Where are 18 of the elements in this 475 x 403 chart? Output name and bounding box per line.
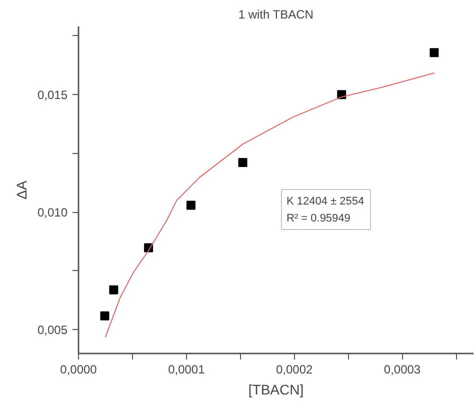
x-tick-label: 0,0000	[60, 362, 98, 376]
x-tick-label: 0,0003	[384, 362, 421, 376]
point	[238, 158, 248, 168]
annotation: R² = 0.95949	[286, 212, 350, 224]
y-axis-title: ΔA	[13, 180, 30, 200]
x-axis-title: [TBACN]	[248, 382, 304, 398]
point	[109, 285, 118, 294]
x-tick-label: 0,0001	[168, 362, 206, 376]
annotation: K 12404 ± 2554	[286, 196, 364, 208]
y-tick-label: 0,010	[37, 206, 68, 220]
y-tick-label: 0,015	[37, 88, 68, 102]
x-tick-label: 0,0002	[276, 362, 314, 376]
point	[186, 200, 196, 210]
y-tick-label: 0,005	[37, 323, 68, 338]
point	[430, 48, 439, 58]
line-series	[104, 72, 435, 338]
point	[100, 311, 110, 320]
chart-title: 1 with TBACN	[238, 8, 314, 22]
